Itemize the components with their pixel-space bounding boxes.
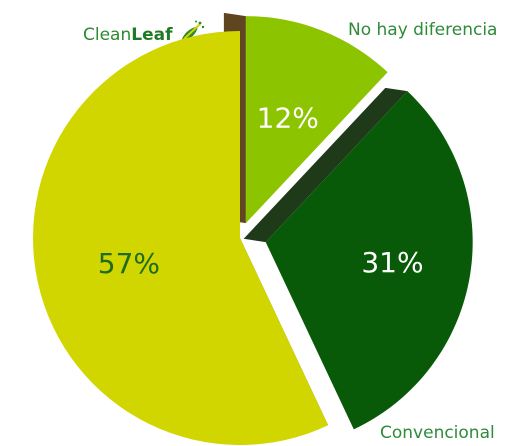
pie-slice-conventional xyxy=(265,91,473,430)
brand-name-bold: Leaf xyxy=(131,25,173,45)
leaf-broom-icon xyxy=(180,20,205,42)
pie-slice-side-conventional xyxy=(243,87,408,243)
pie-slice-no_difference xyxy=(245,16,388,224)
pie-label-no_difference: 12% xyxy=(257,101,319,134)
brand-name-regular: Clean xyxy=(83,25,132,45)
pie-label-cleanleaf: 57% xyxy=(98,247,160,280)
pie-slice-cleanleaf xyxy=(32,31,329,445)
label-no-difference: No hay diferencia xyxy=(348,20,498,40)
label-conventional: Convencional xyxy=(380,423,495,443)
pie-label-conventional: 31% xyxy=(361,246,423,279)
brand-logo: CleanLeaf xyxy=(83,20,206,45)
